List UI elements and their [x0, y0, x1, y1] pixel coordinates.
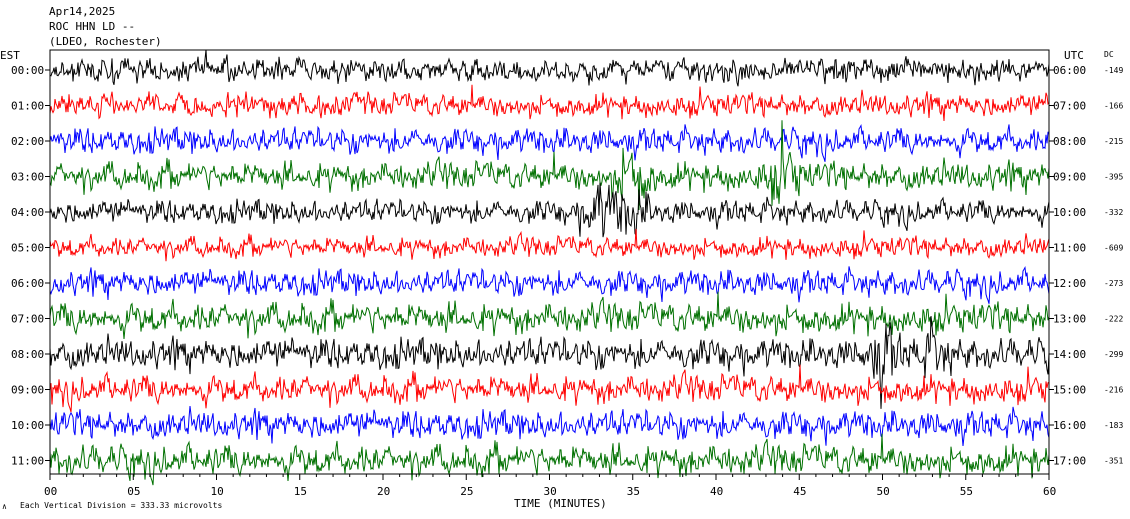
chart-date: Apr14,2025	[49, 5, 116, 18]
trace-line	[49, 315, 1050, 409]
right-axis-title: UTC	[1064, 49, 1084, 62]
utc-hour-label: 07:00	[1053, 100, 1086, 113]
dc-offset-label: -395	[1104, 173, 1123, 182]
trace-line	[49, 228, 1050, 262]
trace-line	[49, 364, 1050, 413]
dc-title: DC	[1104, 50, 1114, 59]
x-tick-label: 55	[960, 485, 973, 498]
est-hour-label: 11:00	[11, 455, 44, 468]
est-labels: 00:00 01:00 02:00 03:00 04:00 05:00 06:00 07:00…	[11, 64, 50, 468]
network-name: (LDEO, Rochester)	[49, 35, 162, 48]
est-hour-label: 08:00	[11, 348, 44, 361]
dc-offset-label: -609	[1104, 244, 1123, 253]
trace-line	[49, 265, 1050, 304]
dc-offset-label: -273	[1104, 279, 1123, 288]
utc-hour-label: 14:00	[1053, 348, 1086, 361]
x-tick-label: 35	[627, 485, 640, 498]
x-tick-label: 30	[544, 485, 557, 498]
left-axis-title: EST	[0, 49, 20, 62]
utc-hour-label: 13:00	[1053, 313, 1086, 326]
utc-hour-label: 08:00	[1053, 135, 1086, 148]
scale-note: Each Vertical Division = 333.33 microvol…	[20, 501, 222, 510]
dc-offset-label: -351	[1104, 457, 1123, 466]
dc-offset-label: -222	[1104, 315, 1123, 324]
trace-line	[49, 291, 1050, 339]
trace-line	[49, 120, 1050, 211]
trace-line	[49, 49, 1050, 87]
utc-hour-label: 16:00	[1053, 419, 1086, 432]
x-tick-label: 15	[294, 485, 307, 498]
dc-offset-label: -299	[1104, 350, 1123, 359]
utc-hour-label: 12:00	[1053, 277, 1086, 290]
dc-offset-label: -216	[1104, 386, 1123, 395]
trace-line	[49, 433, 1050, 486]
footer-marker-icon: ∧	[2, 502, 7, 511]
est-hour-label: 02:00	[11, 135, 44, 148]
utc-hour-label: 17:00	[1053, 455, 1086, 468]
trace-line	[49, 406, 1050, 447]
dc-offset-label: -332	[1104, 208, 1123, 217]
est-hour-label: 09:00	[11, 384, 44, 397]
est-hour-label: 00:00	[11, 64, 44, 77]
est-hour-label: 05:00	[11, 242, 44, 255]
x-tick-label: 05	[127, 485, 140, 498]
dc-offset-label: -149	[1104, 66, 1123, 75]
est-hour-label: 04:00	[11, 206, 44, 219]
utc-labels: 06:00 07:00 08:00 09:00 10:00 11:00 12:00 13:00…	[1049, 64, 1086, 468]
x-tick-label: 10	[211, 485, 224, 498]
x-tick-label: 20	[377, 485, 390, 498]
est-hour-label: 06:00	[11, 277, 44, 290]
seismogram-traces	[49, 49, 1050, 486]
x-tick-label: 40	[710, 485, 723, 498]
est-hour-label: 10:00	[11, 419, 44, 432]
utc-hour-label: 10:00	[1053, 206, 1086, 219]
utc-hour-label: 06:00	[1053, 64, 1086, 77]
dc-offset-label: -183	[1104, 421, 1123, 430]
dc-offset-label: -166	[1104, 102, 1123, 111]
est-hour-label: 03:00	[11, 171, 44, 184]
x-tick-label: 45	[793, 485, 806, 498]
x-axis-label: TIME (MINUTES)	[514, 497, 607, 510]
est-hour-label: 07:00	[11, 313, 44, 326]
est-hour-label: 01:00	[11, 100, 44, 113]
trace-line	[49, 182, 1050, 238]
dc-labels: -149 -166 -215 -395 -332 -609 -273 -222 -299 -216…	[1104, 66, 1123, 466]
x-tick-label: 60	[1043, 485, 1056, 498]
station-code: ROC HHN LD --	[49, 20, 136, 33]
x-tick-label: 25	[460, 485, 473, 498]
trace-line	[49, 84, 1050, 122]
utc-hour-label: 09:00	[1053, 171, 1086, 184]
trace-line	[49, 123, 1050, 162]
x-tick-label: 50	[877, 485, 890, 498]
utc-hour-label: 15:00	[1053, 384, 1086, 397]
x-axis-ticks: 00 05 10 15 20 25 30 35 40 45 50 55 60	[44, 474, 1056, 498]
utc-hour-label: 11:00	[1053, 242, 1086, 255]
dc-offset-label: -215	[1104, 137, 1123, 146]
x-tick-label: 00	[44, 485, 57, 498]
